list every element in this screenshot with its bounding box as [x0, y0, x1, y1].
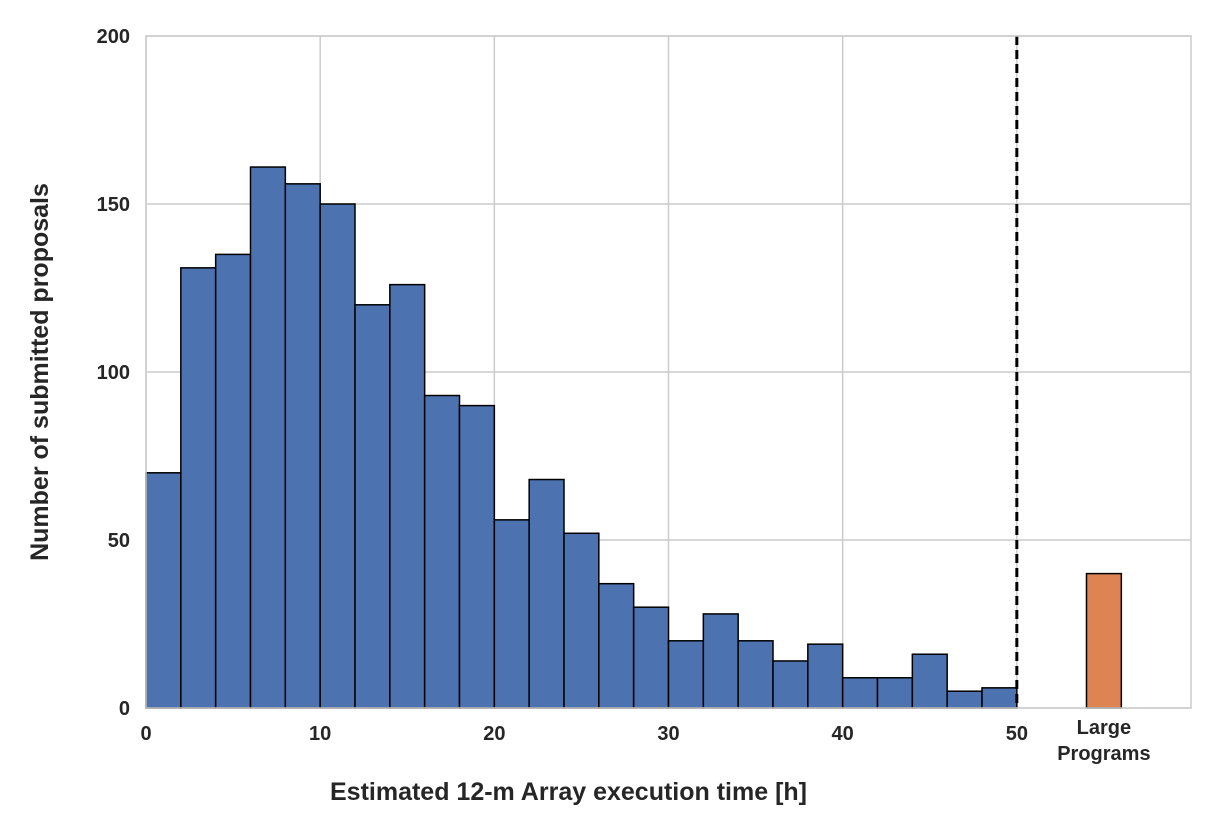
histogram-bar	[145, 472, 182, 709]
x-axis-title: Estimated 12-m Array execution time [h]	[330, 778, 807, 806]
histogram-bar	[389, 283, 426, 709]
x-tick-label: 30	[657, 723, 679, 745]
x-tick-label: 20	[483, 723, 505, 745]
histogram-bar	[423, 394, 461, 709]
histogram-bar	[180, 267, 217, 709]
histogram-bar	[249, 166, 287, 709]
histogram-bar	[598, 582, 635, 709]
x-tick-label: 10	[309, 723, 331, 745]
plot-frame	[145, 35, 1192, 709]
y-tick-label: 0	[119, 698, 130, 720]
histogram-bar	[911, 653, 948, 709]
histogram-bar	[632, 606, 670, 709]
y-axis-title: Number of submitted proposals	[26, 183, 54, 561]
histogram-bar	[528, 478, 565, 709]
large-programs-group: Large Programs	[1057, 572, 1151, 765]
histogram-bar	[214, 253, 252, 709]
tick-labels: 0 10 20 30 40 50 0 50 100 150 200	[97, 26, 1028, 745]
y-tick-label: 100	[97, 362, 130, 384]
large-programs-bar	[1085, 572, 1123, 709]
histogram-bar	[319, 203, 356, 709]
histogram-bar	[807, 643, 844, 709]
histogram-bar	[667, 640, 705, 709]
histogram-bar	[458, 404, 496, 709]
histogram-bar	[493, 519, 530, 709]
x-tick-label: 40	[832, 723, 854, 745]
histogram-bar	[702, 613, 739, 709]
histogram-bar	[563, 532, 600, 709]
large-programs-label: Large	[1077, 717, 1131, 739]
y-tick-label: 50	[108, 530, 130, 552]
histogram-bar	[841, 677, 879, 709]
histogram-bar	[354, 304, 391, 709]
large-programs-label: Programs	[1057, 743, 1150, 765]
histogram-bar	[946, 690, 983, 709]
histogram-bar	[981, 687, 1018, 709]
histogram-bar	[876, 677, 914, 709]
y-tick-label: 200	[97, 26, 130, 48]
x-tick-label: 50	[1006, 723, 1028, 745]
histogram-bar	[737, 640, 774, 709]
y-tick-label: 150	[97, 194, 130, 216]
x-tick-label: 0	[140, 723, 151, 745]
histogram-bars	[145, 166, 1018, 709]
histogram-bar	[772, 660, 809, 709]
histogram-bar	[284, 183, 321, 709]
